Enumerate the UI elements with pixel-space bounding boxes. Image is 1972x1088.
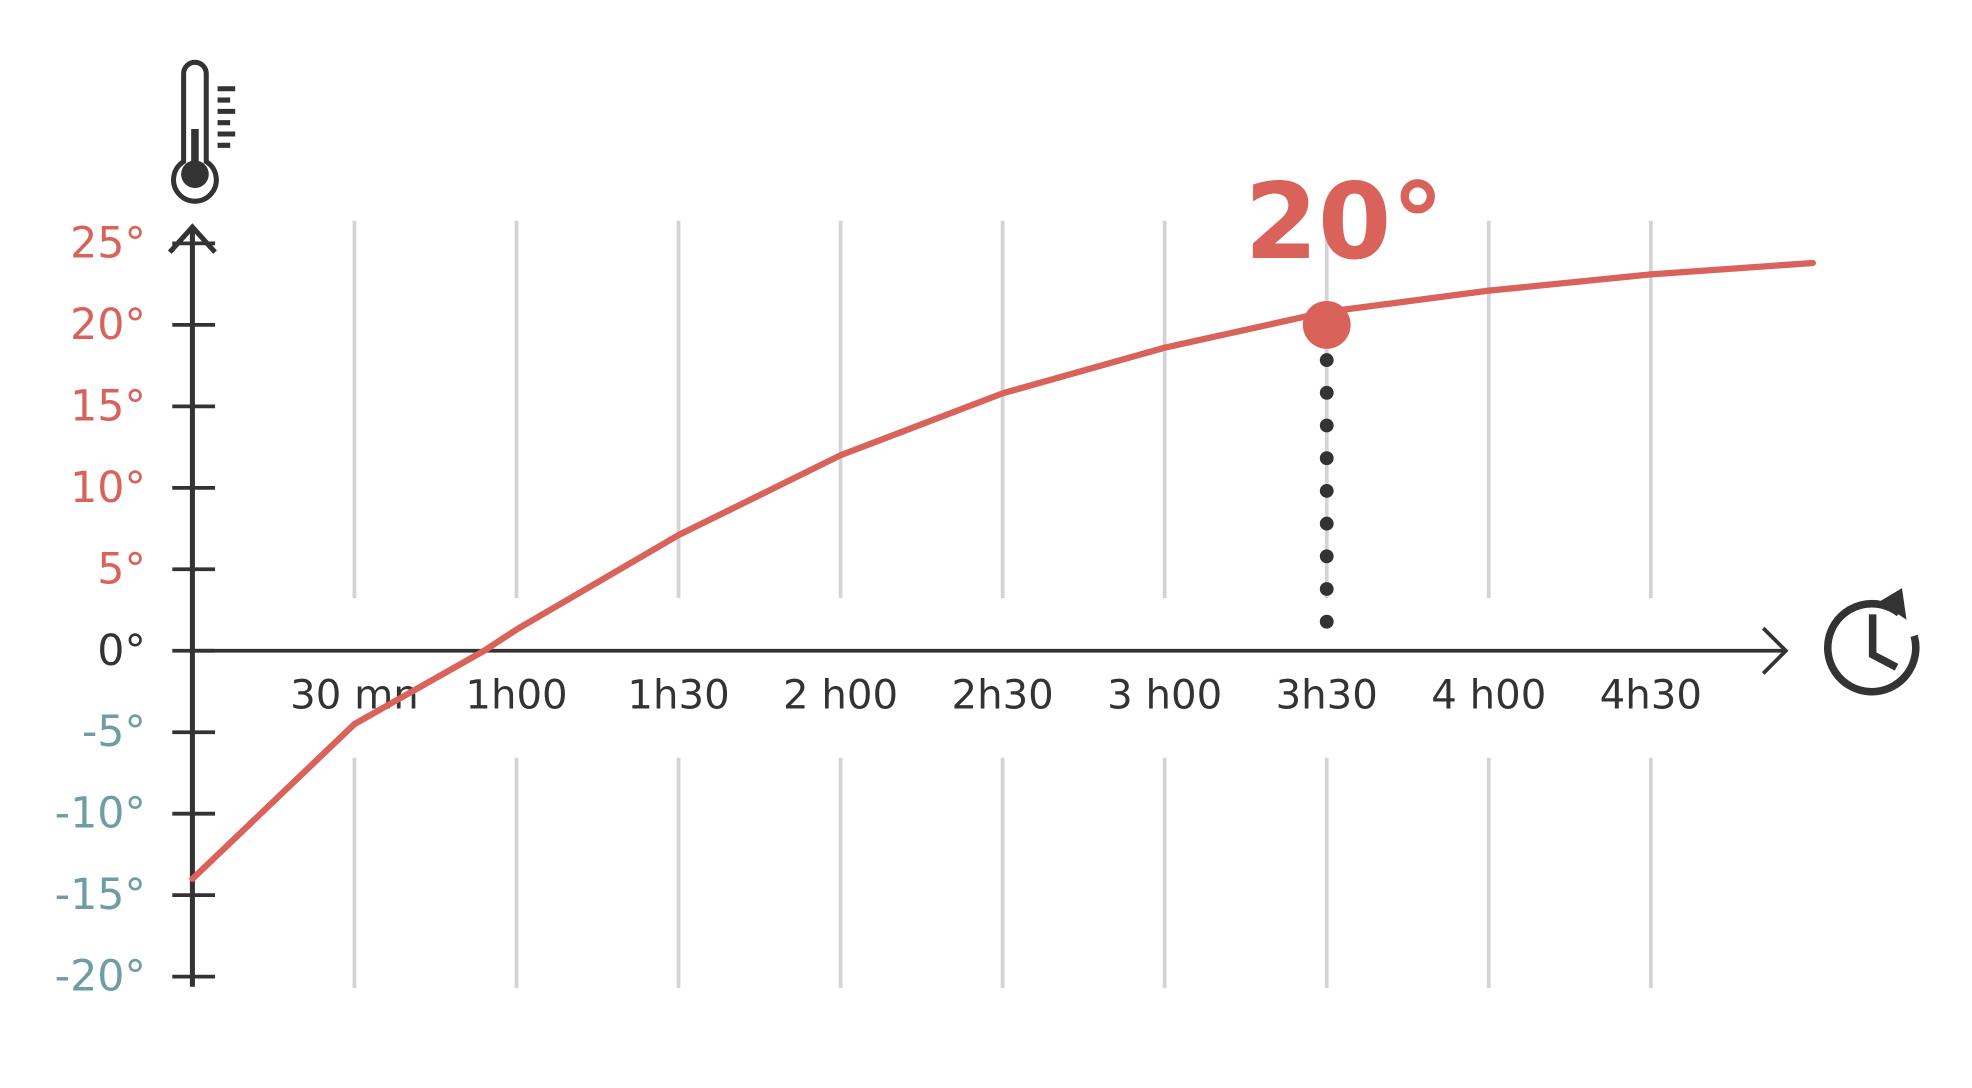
x-tick-label: 3h30 [1276, 672, 1378, 718]
x-tick-label: 30 mn [290, 672, 419, 718]
y-tick-label: -5° [82, 707, 146, 757]
line [189, 259, 1817, 883]
y-tick-label: 0° [97, 626, 146, 676]
thermometer-icon [171, 59, 236, 204]
x-tick-label: 4 h00 [1431, 672, 1546, 718]
x-axis-arrow [1761, 626, 1789, 675]
highlight-point [1302, 300, 1351, 349]
y-tick-label: 5° [97, 544, 146, 594]
x-tick-label: 1h30 [627, 672, 729, 718]
y-tick-label: -10° [55, 789, 146, 839]
y-tick-label: 20° [70, 300, 146, 350]
clock-icon [1823, 588, 1920, 696]
highlight-label: 20° [1244, 160, 1444, 283]
y-tick-label: 25° [70, 218, 146, 268]
x-tick-label: 4h30 [1600, 672, 1702, 718]
x-tick-label: 2 h00 [783, 672, 898, 718]
y-tick-label: -15° [55, 870, 146, 920]
y-tick-label: -20° [55, 952, 146, 1002]
x-tick-label: 1h00 [465, 672, 567, 718]
y-tick-label: 15° [70, 381, 146, 431]
x-tick-label: 3 h00 [1107, 672, 1222, 718]
y-tick-label: 10° [70, 463, 146, 513]
x-tick-label: 2h30 [951, 672, 1053, 718]
